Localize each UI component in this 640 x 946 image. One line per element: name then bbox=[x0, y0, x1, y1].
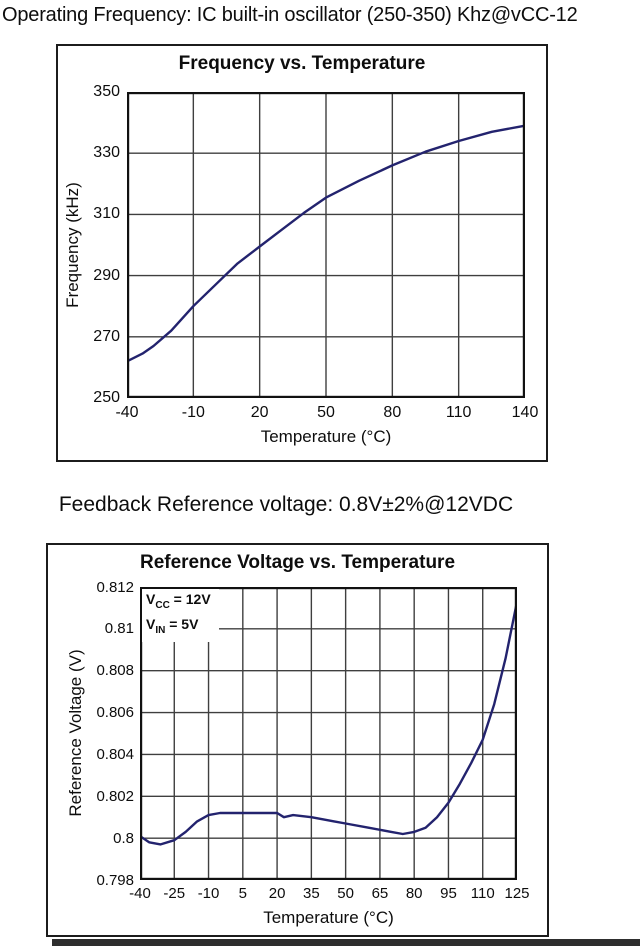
x-tick-label: 110 bbox=[445, 404, 472, 421]
x-tick-label: 95 bbox=[440, 885, 457, 902]
frequency-chart-panel: Frequency vs. Temperature Frequency (kHz… bbox=[56, 44, 548, 462]
x-tick-label: -10 bbox=[197, 885, 220, 902]
reference-voltage-chart-panel: Reference Voltage vs. Temperature Refere… bbox=[46, 543, 549, 937]
plot-area bbox=[127, 92, 525, 398]
y-tick-label: 0.808 bbox=[96, 662, 134, 680]
y-tick-label: 0.812 bbox=[96, 578, 134, 596]
plot-area: VCC = 12V VIN = 5V bbox=[140, 587, 517, 880]
y-tick-label: 0.802 bbox=[96, 787, 134, 805]
x-tick-label: 50 bbox=[337, 885, 354, 902]
y-tick-label: 290 bbox=[93, 266, 120, 284]
y-tick-label: 350 bbox=[93, 83, 120, 100]
x-tick-label: 35 bbox=[303, 885, 320, 902]
y-tick-label: 310 bbox=[93, 205, 120, 223]
y-axis-title: Frequency (kHz) bbox=[63, 182, 82, 308]
annotation-line: VIN = 5V bbox=[146, 615, 199, 636]
x-tick-label: 80 bbox=[405, 885, 423, 902]
x-tick-label: 20 bbox=[250, 404, 269, 421]
plot-border bbox=[140, 587, 517, 880]
x-tick-label: 80 bbox=[383, 404, 402, 421]
y-tick-label: 250 bbox=[93, 389, 120, 406]
x-tick-label: -25 bbox=[163, 885, 186, 902]
data-curve bbox=[127, 124, 525, 363]
x-tick-label: 140 bbox=[511, 404, 539, 421]
x-tick-label: 110 bbox=[470, 885, 495, 902]
y-tick-label: 0.804 bbox=[96, 745, 134, 763]
y-tick-label: 0.806 bbox=[96, 704, 134, 722]
chart-canvas bbox=[140, 587, 517, 880]
y-tick-label: 0.798 bbox=[96, 871, 134, 889]
plot-border bbox=[127, 92, 525, 398]
x-tick-label: 5 bbox=[238, 885, 247, 902]
chart-canvas bbox=[127, 92, 525, 398]
chart-title: Frequency vs. Temperature bbox=[178, 53, 426, 74]
x-tick-label: 65 bbox=[371, 885, 389, 902]
chart-title: Reference Voltage vs. Temperature bbox=[139, 552, 456, 573]
x-tick-label: -10 bbox=[181, 404, 205, 421]
y-tick-label: 270 bbox=[93, 327, 120, 345]
y-tick-label: 0.8 bbox=[113, 829, 134, 847]
header-text: Operating Frequency: IC built-in oscilla… bbox=[2, 4, 578, 26]
x-tick-label: -40 bbox=[115, 404, 139, 421]
x-tick-label: -40 bbox=[129, 885, 151, 902]
x-axis-title: Temperature (°C) bbox=[260, 427, 392, 446]
x-tick-label: 20 bbox=[268, 885, 286, 902]
bottom-edge-bar bbox=[52, 939, 640, 946]
feedback-reference-text: Feedback Reference voltage: 0.8V±2%@12VD… bbox=[58, 493, 514, 516]
x-tick-label: 50 bbox=[317, 404, 335, 421]
y-tick-label: 330 bbox=[93, 144, 120, 162]
y-tick-label: 0.81 bbox=[104, 620, 134, 638]
plot-annotation: VCC = 12V VIN = 5V bbox=[142, 589, 219, 642]
x-tick-label: 125 bbox=[504, 885, 530, 902]
annotation-line: VCC = 12V bbox=[146, 591, 211, 611]
x-axis-title: Temperature (°C) bbox=[263, 908, 394, 927]
data-curve bbox=[140, 600, 517, 846]
